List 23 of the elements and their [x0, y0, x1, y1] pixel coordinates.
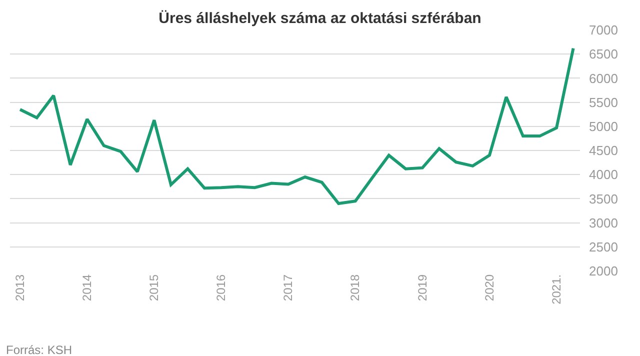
- x-tick-label: 2015: [147, 274, 162, 302]
- y-tick-label: 2500: [589, 239, 618, 254]
- y-tick-label: 5500: [589, 94, 618, 110]
- line-series: [18, 46, 575, 206]
- y-tick-label: 6500: [589, 46, 618, 62]
- x-tick-label: 2017: [281, 274, 296, 302]
- y-tick-label: 4000: [589, 167, 618, 182]
- text: Forrás: KSH: [6, 343, 72, 356]
- x-tick-label: 2013: [12, 274, 27, 302]
- x-tick-label: 2020: [482, 274, 496, 302]
- y-tick-label: 3000: [589, 215, 618, 230]
- x-tick-label: 2018: [348, 274, 362, 302]
- y-tick-label: 2000: [589, 264, 618, 279]
- y-tick-label: 4500: [589, 143, 618, 158]
- x-tick-label: 2014: [80, 274, 94, 302]
- y-tick-label: 5000: [589, 118, 618, 134]
- chart-title: Üres álláshelyek száma az oktatási szférában: [158, 10, 482, 27]
- y-tick-label: 3500: [589, 191, 618, 206]
- x-tick-label: 2021.: [549, 274, 564, 304]
- y-tick-label: 6000: [589, 70, 618, 86]
- x-tick-label: 2019: [415, 274, 430, 302]
- x-tick-label: 2016: [214, 274, 228, 302]
- y-tick-label: 7000: [589, 22, 618, 38]
